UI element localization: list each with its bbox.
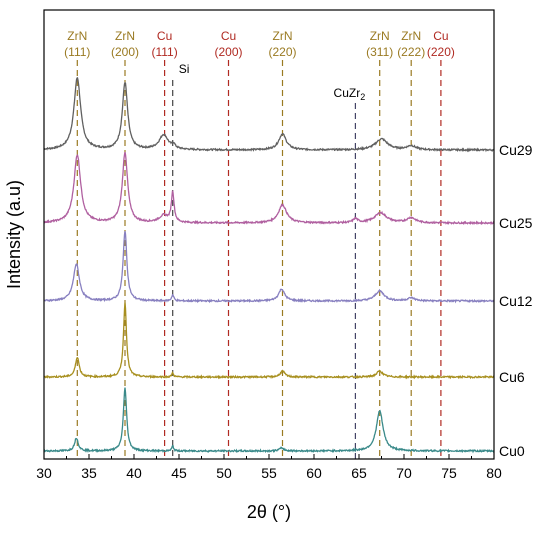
- reference-phase-label: ZrN: [273, 29, 293, 43]
- x-tick-label: 45: [171, 465, 187, 481]
- series-line-cu29: [43, 77, 495, 153]
- reference-hkl-label: (222): [397, 45, 425, 59]
- reference-phase-label: Si: [179, 62, 190, 76]
- reference-hkl-label: (200): [214, 45, 242, 59]
- series-label-cu0: Cu0: [499, 443, 525, 459]
- series-line-cu12: [43, 231, 495, 304]
- reference-phase-label: ZrN: [115, 29, 135, 43]
- series-line-cu25: [43, 151, 495, 226]
- reference-phase-label: Cu: [433, 29, 448, 43]
- reference-phase-label: ZrN: [401, 29, 421, 43]
- reference-phase-label: Cu: [221, 29, 236, 43]
- reference-labels: ZrN(111)ZrN(200)Cu(111)SiCu(200)ZrN(220)…: [64, 29, 455, 102]
- x-tick-label: 75: [441, 465, 457, 481]
- series-line-cu0: [43, 387, 495, 454]
- x-tick-label: 65: [351, 465, 367, 481]
- x-tick-label: 80: [486, 465, 502, 481]
- series-label-cu6: Cu6: [499, 369, 525, 385]
- series-group: [43, 77, 495, 454]
- reference-hkl-label: (220): [268, 45, 296, 59]
- x-tick-label: 70: [396, 465, 412, 481]
- series-label-cu25: Cu25: [499, 215, 533, 231]
- x-tick-label: 50: [216, 465, 232, 481]
- reference-lines: [76, 60, 442, 459]
- x-tick-label: 35: [81, 465, 97, 481]
- reference-hkl-label: (111): [151, 45, 177, 59]
- x-axis: 30 35 40 45 50 55 60 65 70 75 80: [36, 454, 502, 481]
- x-tick-label: 60: [306, 465, 322, 481]
- reference-hkl-label: (111): [64, 45, 90, 59]
- series-label-cu29: Cu29: [499, 142, 533, 158]
- reference-phase-label: ZrN: [67, 29, 87, 43]
- reference-hkl-label: (200): [111, 45, 139, 59]
- y-axis-title: Intensity (a.u): [4, 180, 24, 289]
- x-axis-title: 2θ (°): [247, 502, 291, 522]
- series-label-cu12: Cu12: [499, 293, 533, 309]
- reference-phase-label: CuZr2: [334, 86, 366, 102]
- reference-hkl-label: (220): [427, 45, 455, 59]
- series-labels: Cu29 Cu25 Cu12 Cu6 Cu0: [499, 142, 533, 459]
- reference-phase-label: Cu: [157, 29, 172, 43]
- x-tick-label: 40: [126, 465, 142, 481]
- x-tick-label: 55: [261, 465, 277, 481]
- series-line-cu6: [43, 302, 495, 380]
- x-tick-label: 30: [36, 465, 52, 481]
- plot-frame: [43, 9, 495, 460]
- reference-hkl-label: (311): [366, 45, 393, 59]
- reference-phase-label: ZrN: [370, 29, 390, 43]
